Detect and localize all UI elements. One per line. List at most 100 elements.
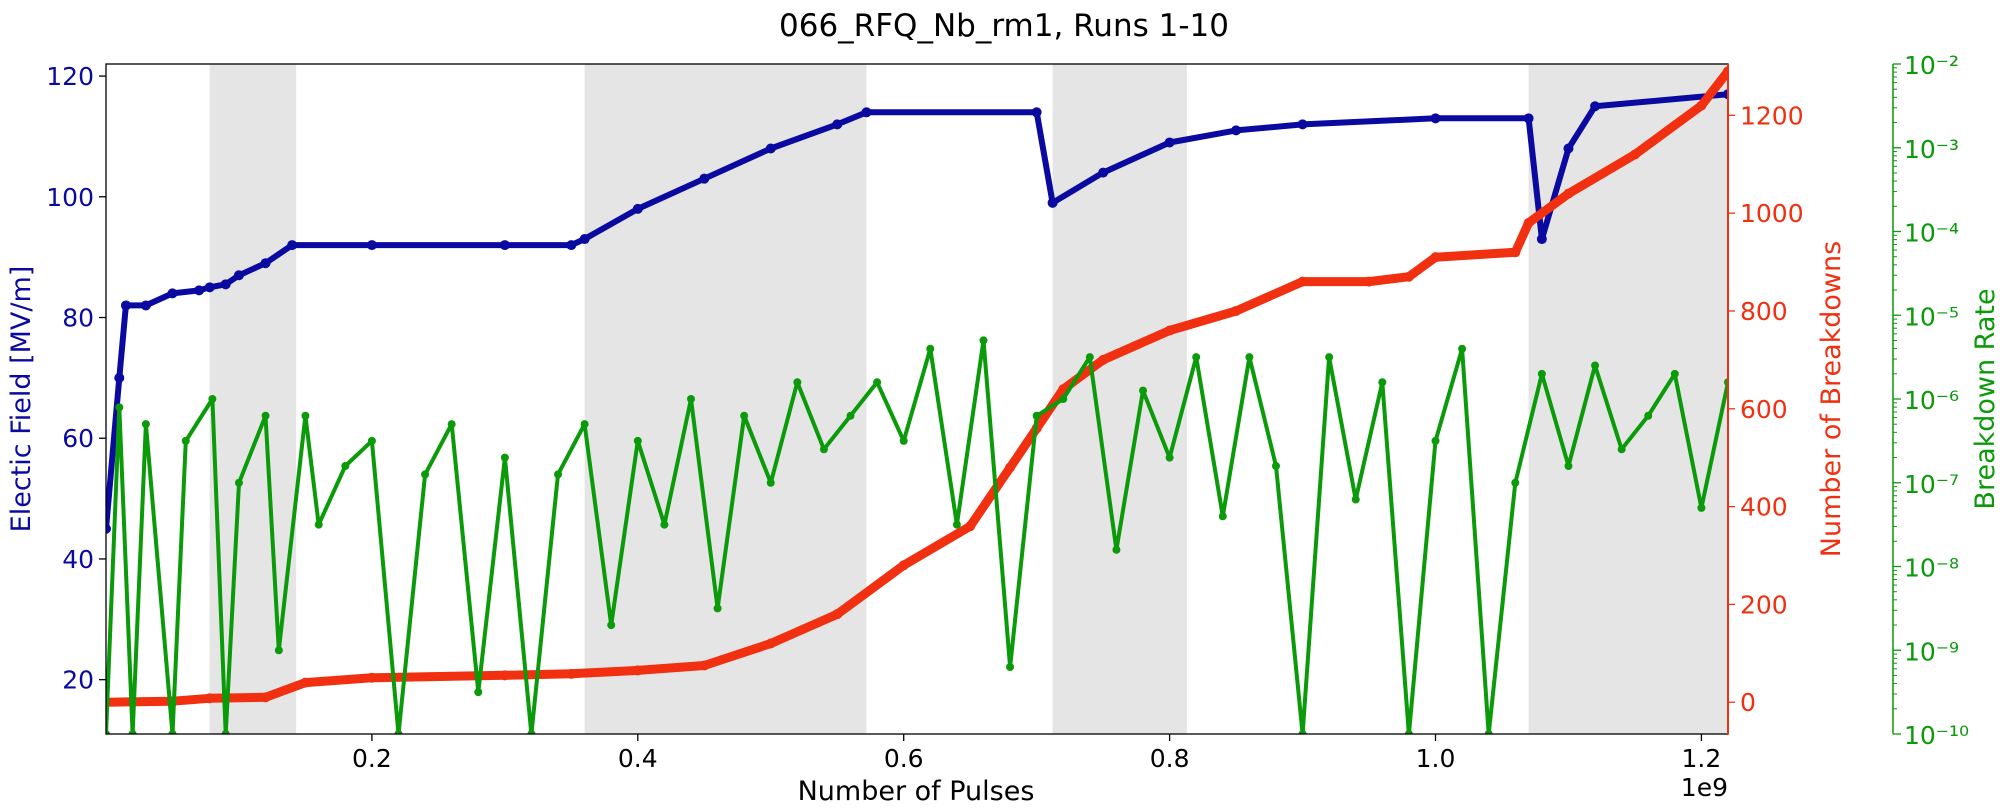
series-point-far_right-31 — [819, 445, 828, 454]
y-left-tick-label-0: 20 — [62, 666, 94, 695]
series-point-right-12 — [898, 560, 909, 571]
y-far-right-tick-label-0: 10⁻¹⁰ — [1904, 721, 1969, 750]
series-point-far_right-61 — [1617, 445, 1626, 454]
series-point-far_right-40 — [1059, 395, 1068, 403]
series-point-left-2 — [120, 300, 131, 311]
series-point-far_right-2 — [128, 730, 137, 734]
series-point-left-9 — [260, 258, 271, 269]
series-point-far_right-36 — [952, 520, 961, 529]
y-far-right-tick-label-7: 10⁻³ — [1904, 135, 1959, 164]
y-right-tick-label-4: 800 — [1740, 297, 1788, 326]
series-point-far_right-4 — [168, 730, 177, 734]
series-point-right-23 — [1430, 252, 1441, 263]
x-tick-label-0: 0.2 — [352, 744, 392, 773]
y-right-tick-label-3: 600 — [1740, 395, 1788, 424]
series-point-far_right-13 — [341, 462, 350, 470]
series-point-far_right-19 — [500, 453, 509, 462]
y-right-tick-label-0: 0 — [1740, 688, 1756, 717]
series-point-right-29 — [1723, 66, 1728, 77]
series-point-right-13 — [965, 521, 976, 532]
y-far-right-tick-label-4: 10⁻⁶ — [1904, 386, 1959, 415]
y-left-axis-title: Electic Field [MV/m] — [6, 266, 37, 533]
series-point-far_right-48 — [1271, 462, 1280, 470]
series-point-far_right-32 — [846, 411, 855, 420]
series-point-right-19 — [1231, 305, 1242, 316]
x-tick-label-5: 1.2 — [1682, 744, 1722, 773]
series-point-left-27 — [1523, 113, 1534, 124]
series-point-far_right-63 — [1670, 369, 1679, 378]
series-point-right-11 — [832, 609, 843, 620]
series-point-far_right-58 — [1537, 369, 1546, 378]
series-point-far_right-44 — [1165, 453, 1174, 462]
series-point-right-7 — [566, 668, 577, 679]
series-point-far_right-43 — [1139, 386, 1148, 395]
series-point-left-19 — [861, 107, 872, 118]
series-point-left-3 — [140, 300, 151, 311]
series-point-far_right-15 — [394, 730, 403, 734]
series-point-left-1 — [114, 372, 125, 383]
series-point-left-26 — [1430, 113, 1441, 124]
series-point-far_right-59 — [1564, 462, 1573, 470]
series-point-left-13 — [566, 240, 577, 251]
series-point-far_right-42 — [1112, 545, 1121, 554]
series-point-right-14 — [1005, 462, 1016, 473]
x-axis-offset-label: 1e9 — [1681, 773, 1728, 802]
series-point-far_right-60 — [1591, 361, 1600, 370]
series-point-far_right-26 — [686, 395, 695, 403]
series-point-left-18 — [832, 119, 843, 130]
series-point-right-4 — [300, 677, 311, 688]
shaded-band-1 — [584, 64, 867, 734]
y-right-tick-label-6: 1200 — [1740, 101, 1804, 130]
series-point-far_right-30 — [793, 378, 802, 387]
series-point-far_right-6 — [208, 395, 217, 403]
series-point-left-23 — [1164, 137, 1175, 148]
x-tick-label-1: 0.4 — [618, 744, 658, 773]
series-point-left-10 — [287, 240, 298, 251]
series-point-far_right-14 — [367, 436, 376, 445]
series-point-far_right-49 — [1298, 730, 1307, 734]
series-point-far_right-23 — [607, 621, 616, 630]
series-point-right-9 — [699, 660, 710, 671]
series-point-right-20 — [1297, 276, 1308, 287]
series-point-far_right-18 — [474, 688, 483, 697]
series-point-right-17 — [1098, 354, 1109, 365]
y-far-right-tick-label-5: 10⁻⁵ — [1904, 302, 1959, 331]
y-left-tick-label-2: 60 — [62, 424, 94, 453]
series-line-far_right — [106, 338, 1728, 734]
series-point-far_right-34 — [899, 436, 908, 445]
series-point-right-24 — [1510, 247, 1521, 258]
series-point-far_right-45 — [1192, 353, 1201, 362]
series-point-left-11 — [366, 240, 377, 251]
y-right-axis-title: Number of Breakdowns — [1816, 241, 1847, 557]
series-point-right-6 — [499, 670, 510, 681]
y-left-tick-label-5: 120 — [46, 62, 94, 91]
series-point-far_right-0 — [106, 730, 110, 734]
series-point-left-12 — [499, 240, 510, 251]
y-left-tick-label-4: 100 — [46, 183, 94, 212]
series-point-far_right-5 — [181, 436, 190, 445]
series-point-right-26 — [1563, 188, 1574, 199]
series-point-right-3 — [260, 692, 271, 703]
series-point-left-29 — [1563, 143, 1574, 154]
series-point-far_right-16 — [421, 470, 430, 479]
series-point-right-25 — [1523, 217, 1534, 228]
series-point-far_right-28 — [740, 411, 749, 420]
series-point-far_right-54 — [1431, 436, 1440, 445]
x-tick-label-3: 0.8 — [1150, 744, 1190, 773]
series-point-far_right-9 — [261, 411, 270, 420]
series-point-right-8 — [632, 665, 643, 676]
series-layer — [106, 66, 1728, 734]
series-point-far_right-37 — [979, 336, 988, 345]
series-point-left-14 — [579, 234, 590, 245]
series-point-right-21 — [1364, 276, 1375, 287]
series-point-left-30 — [1590, 101, 1601, 112]
series-point-far_right-50 — [1325, 353, 1334, 362]
series-point-far_right-47 — [1245, 353, 1254, 362]
series-point-far_right-39 — [1032, 411, 1041, 420]
chart-title: 066_RFQ_Nb_rm1, Runs 1-10 — [779, 8, 1229, 44]
series-point-far_right-55 — [1458, 344, 1467, 353]
shaded-band-3 — [1528, 64, 1728, 734]
series-line-right — [106, 66, 1728, 707]
series-point-far_right-46 — [1218, 512, 1227, 521]
